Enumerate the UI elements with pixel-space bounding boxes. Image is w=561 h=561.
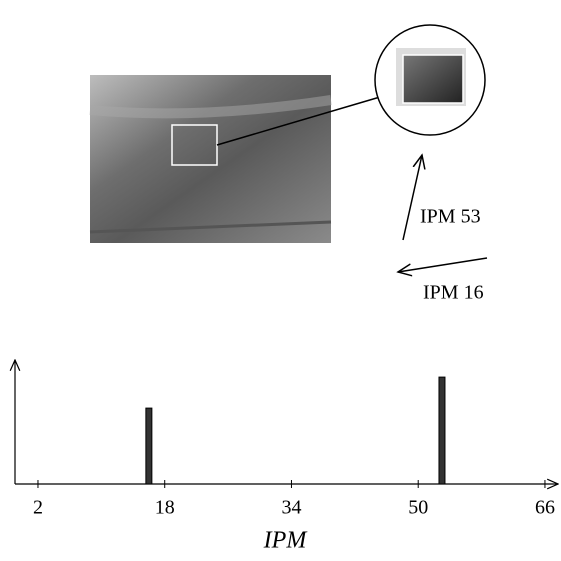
zoom-inset <box>402 54 464 104</box>
arrow <box>398 257 488 272</box>
bar <box>438 376 446 485</box>
x-tick-label: 18 <box>155 497 175 519</box>
photo-streak <box>89 220 332 234</box>
x-tick-label: 34 <box>281 497 301 519</box>
x-tick-label: 50 <box>408 497 428 519</box>
annotation: IPM 53 <box>420 206 481 228</box>
bar <box>145 407 153 485</box>
x-tick-label: 66 <box>535 497 555 519</box>
annotation: IPM 16 <box>423 282 484 304</box>
x-tick-label: 2 <box>33 497 43 519</box>
arrow <box>402 155 422 241</box>
photo-streak <box>89 95 332 119</box>
zoom-line <box>216 96 381 146</box>
x-axis-label: IPM <box>263 528 309 554</box>
